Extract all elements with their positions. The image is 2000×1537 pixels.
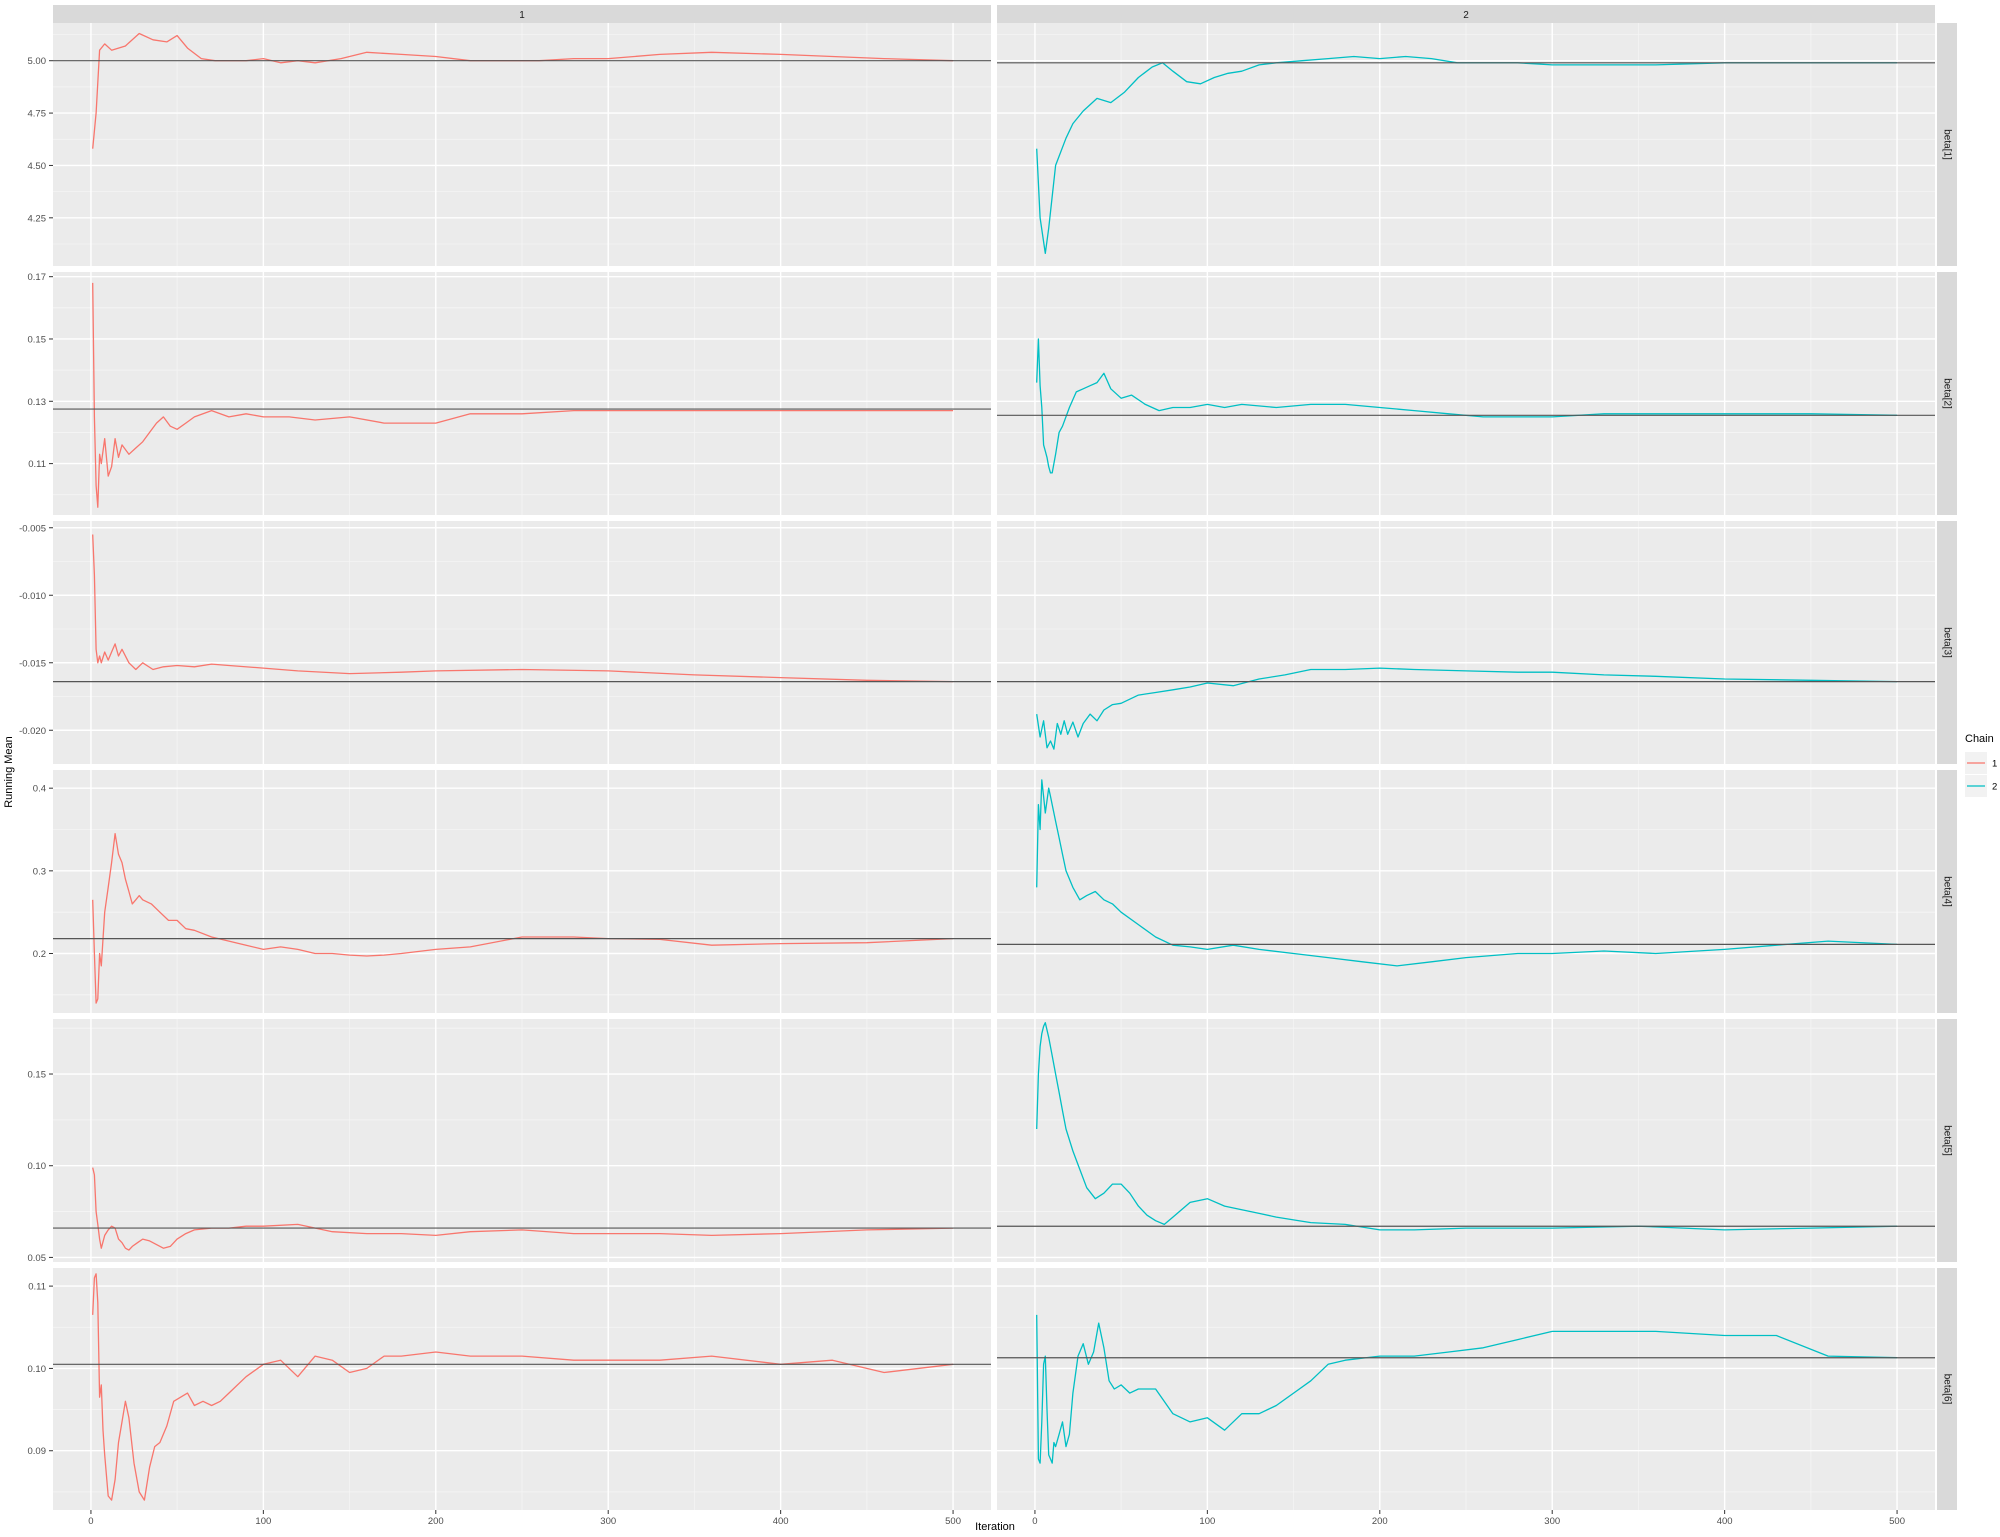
y-tick-label: 0.09 xyxy=(28,1446,47,1457)
row-strip xyxy=(1937,272,1957,515)
series-line-chain-1 xyxy=(92,832,954,1004)
row-strip xyxy=(1937,1019,1957,1262)
row-strip xyxy=(1937,521,1957,764)
y-tick-label: 0.15 xyxy=(28,1070,47,1081)
y-tick-label: 0.2 xyxy=(33,949,46,960)
y-tick-label: 0.3 xyxy=(33,866,46,877)
row-strip xyxy=(1937,770,1957,1013)
facet-panel xyxy=(53,770,991,1013)
y-tick-label: 4.75 xyxy=(28,109,47,120)
y-tick-label: -0.015 xyxy=(19,658,46,669)
y-tick-label: 5.00 xyxy=(28,56,47,67)
x-tick-label: 400 xyxy=(773,1516,789,1527)
legend-keys: 12 xyxy=(1965,752,1997,797)
column-strip-label: 1 xyxy=(519,10,525,21)
x-axis-title: Iteration xyxy=(975,1521,1015,1533)
row-strip-label: beta[5] xyxy=(1941,1125,1952,1156)
x-tick-label: 0 xyxy=(1032,1516,1037,1527)
facet-panel xyxy=(997,1019,1935,1262)
facet-panel xyxy=(997,23,1935,266)
axes: 4.25 4.50 4.75 5.00 0.11 0.13 0.15 0.17 -0.020 -0… xyxy=(19,56,1905,1527)
x-tick-label: 200 xyxy=(1372,1516,1388,1527)
facet-panel xyxy=(53,272,991,515)
series-line-chain-1 xyxy=(92,1167,954,1251)
row-strip xyxy=(1937,1268,1957,1510)
y-tick-label: 0.11 xyxy=(28,1282,46,1293)
y-tick-label: 4.50 xyxy=(28,161,47,172)
facet-panel xyxy=(997,272,1935,515)
legend-title: Chain xyxy=(1965,733,1994,745)
y-tick-label: -0.020 xyxy=(19,726,46,737)
series-line-chain-1 xyxy=(92,282,954,508)
series-line-chain-2 xyxy=(1036,338,1898,474)
series-line-chain-2 xyxy=(1036,55,1898,255)
facet-panels xyxy=(53,23,1935,1510)
y-tick-label: 0.13 xyxy=(28,397,47,408)
x-tick-label: 500 xyxy=(945,1516,961,1527)
series-line-chain-1 xyxy=(92,1273,954,1501)
facet-panel xyxy=(997,1268,1935,1510)
y-tick-label: 0.17 xyxy=(28,272,47,283)
y-tick-label: 0.11 xyxy=(28,459,46,470)
column-strip xyxy=(997,5,1935,23)
y-tick-label: -0.005 xyxy=(19,523,46,534)
facet-panel xyxy=(53,23,991,266)
series-line-chain-1 xyxy=(92,534,954,683)
column-strip xyxy=(53,5,991,23)
x-tick-label: 300 xyxy=(600,1516,616,1527)
legend-label: 2 xyxy=(1992,782,1997,793)
x-tick-label: 100 xyxy=(255,1516,271,1527)
series-line-chain-2 xyxy=(1036,1314,1898,1464)
y-tick-label: 0.15 xyxy=(28,334,47,345)
series-line-chain-2 xyxy=(1036,779,1898,967)
row-strip-label: beta[3] xyxy=(1941,627,1952,658)
legend-label: 1 xyxy=(1992,759,1997,770)
row-strip-label: beta[2] xyxy=(1941,378,1952,409)
legend: Chain 12 xyxy=(1965,733,1997,797)
y-tick-label: 0.05 xyxy=(28,1253,47,1264)
y-tick-label: 4.25 xyxy=(28,213,47,224)
series-line-chain-2 xyxy=(1036,1022,1898,1231)
facet-panel xyxy=(53,1019,991,1262)
series-line-chain-1 xyxy=(92,32,954,149)
facet-panel xyxy=(53,1268,991,1510)
row-strip-label: beta[6] xyxy=(1941,1374,1952,1405)
y-axis-title: Running Mean xyxy=(3,736,15,808)
x-tick-label: 300 xyxy=(1544,1516,1560,1527)
x-tick-label: 100 xyxy=(1199,1516,1215,1527)
x-tick-label: 500 xyxy=(1889,1516,1905,1527)
x-tick-label: 200 xyxy=(428,1516,444,1527)
y-tick-label: 0.4 xyxy=(33,784,46,795)
y-tick-label: -0.010 xyxy=(19,591,46,602)
facet-panel xyxy=(53,521,991,764)
facet-panel xyxy=(997,770,1935,1013)
row-strip-label: beta[4] xyxy=(1941,876,1952,907)
facet-panel xyxy=(997,521,1935,764)
y-tick-label: 0.10 xyxy=(28,1364,47,1375)
x-tick-label: 400 xyxy=(1717,1516,1733,1527)
row-strip xyxy=(1937,23,1957,266)
facet-strips: 1 2 beta[1] beta[2] beta[3] beta[4] beta[5] bet… xyxy=(53,5,1957,1510)
y-tick-label: 0.10 xyxy=(28,1161,47,1172)
x-tick-label: 0 xyxy=(88,1516,93,1527)
column-strip-label: 2 xyxy=(1463,10,1469,21)
row-strip-label: beta[1] xyxy=(1941,129,1952,160)
series-line-chain-2 xyxy=(1036,667,1898,750)
